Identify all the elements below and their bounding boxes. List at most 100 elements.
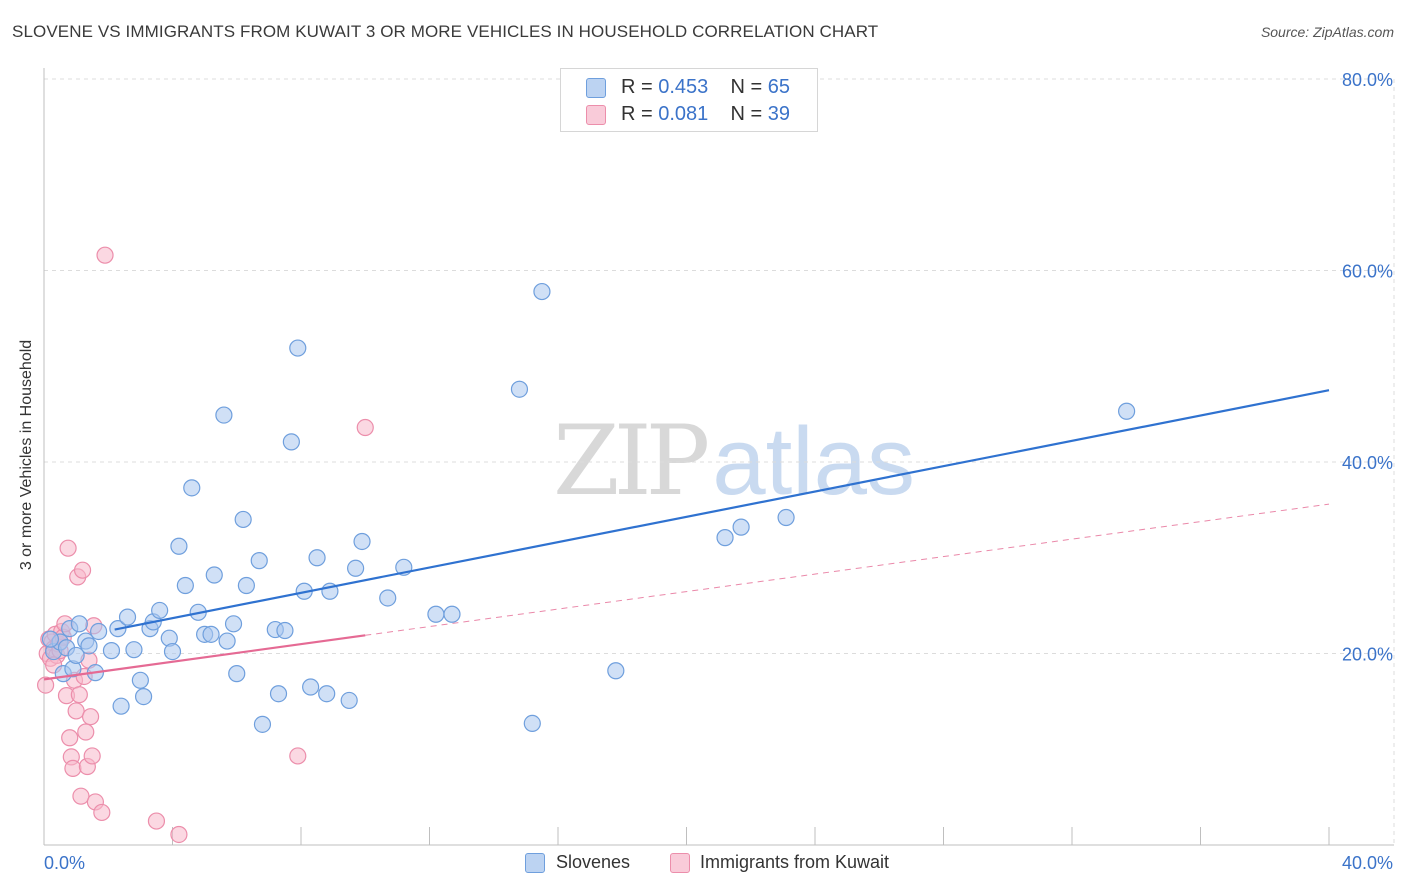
slovenes-point	[347, 559, 365, 577]
kuwait-point	[72, 787, 90, 805]
kuwait-point	[289, 747, 307, 765]
slovenes-point	[607, 662, 625, 680]
slovenes-point	[102, 642, 121, 660]
slovenes-point	[224, 615, 243, 633]
kuwait-point	[37, 676, 55, 694]
bottom-legend-slovenes: Slovenes	[525, 852, 630, 873]
slovenes-point	[379, 589, 397, 607]
legend-text-kuwait: R = 0.081 N = 39	[621, 103, 790, 126]
bottom-legend-swatch-kuwait	[670, 853, 690, 873]
watermark: ZIPatlas	[553, 405, 915, 517]
kuwait-point	[73, 561, 92, 579]
slovenes-point	[125, 641, 143, 659]
slovenes-point	[318, 685, 336, 703]
kuwait-point	[83, 747, 101, 765]
bottom-legend-swatch-slovenes	[525, 853, 545, 873]
x-tick-label: 0.0%	[44, 853, 85, 873]
kuwait-point	[61, 729, 79, 747]
legend-r-label: R =	[621, 103, 659, 125]
slovenes-point	[276, 621, 294, 640]
legend-r-label: R =	[621, 76, 659, 98]
grid-layer	[44, 78, 1395, 845]
slovenes-point	[80, 637, 98, 655]
y-tick-label: 80.0%	[1342, 70, 1393, 90]
bottom-legend-label-kuwait: Immigrants from Kuwait	[700, 852, 890, 872]
slovenes-point	[237, 576, 255, 595]
legend-swatch-slovenes	[586, 78, 606, 98]
y-tick-label: 20.0%	[1342, 645, 1393, 665]
slovenes-point	[510, 380, 529, 398]
slovenes-point	[282, 433, 300, 451]
slovenes-point	[732, 518, 750, 536]
slovenes-point	[202, 625, 220, 643]
legend-swatch-kuwait	[586, 105, 606, 125]
slovenes-point	[41, 630, 60, 648]
kuwait-point	[81, 708, 100, 726]
slovenes-point	[302, 678, 320, 696]
chart-title: SLOVENE VS IMMIGRANTS FROM KUWAIT 3 OR M…	[12, 22, 879, 41]
slovenes-point	[163, 642, 182, 661]
slovenes-point	[523, 714, 541, 732]
legend-text-slovenes: R = 0.453 N = 65	[621, 76, 790, 99]
bottom-legend-label-slovenes: Slovenes	[556, 852, 631, 872]
kuwait-point	[70, 686, 88, 704]
bottom-legend-kuwait: Immigrants from Kuwait	[670, 852, 889, 873]
slovenes-point	[183, 479, 201, 497]
slovenes-point	[218, 632, 236, 650]
slovenes-point	[134, 687, 153, 706]
y-tick-label: 40.0%	[1342, 453, 1393, 473]
slovenes-point	[250, 552, 268, 570]
kuwait-trendline	[43, 634, 366, 681]
kuwait-trendline-extension	[365, 503, 1330, 636]
legend-n-value: 39	[767, 103, 791, 125]
kuwait-point	[147, 812, 166, 830]
kuwait-points	[37, 246, 374, 844]
slovenes-point	[340, 691, 358, 710]
slovenes-point	[176, 576, 194, 595]
slovenes-point	[716, 529, 734, 547]
legend-r-value: 0.453	[658, 76, 709, 98]
slovenes-point	[253, 715, 272, 733]
slovenes-trendline	[114, 389, 1330, 631]
kuwait-point	[64, 759, 82, 778]
slovenes-point	[427, 605, 445, 623]
slovenes-point	[1118, 402, 1136, 420]
tick-labels: 20.0% 40.0% 60.0% 80.0% 0.0% 40.0%	[44, 70, 1393, 873]
slovenes-point	[90, 622, 108, 641]
watermark-zip: ZIP	[553, 405, 710, 517]
legend-n-value: 65	[767, 76, 791, 98]
kuwait-point	[67, 702, 85, 720]
kuwait-point	[59, 539, 77, 557]
slovenes-point	[170, 537, 188, 555]
kuwait-point	[96, 246, 114, 264]
slovenes-point	[151, 601, 169, 620]
slovenes-point	[228, 665, 246, 683]
slovenes-point	[205, 566, 223, 584]
kuwait-point	[77, 723, 95, 741]
slovenes-points	[41, 282, 1136, 733]
trend-layer	[43, 389, 1330, 681]
slovenes-point	[353, 532, 371, 551]
slovenes-point	[118, 608, 137, 626]
slovenes-point	[533, 282, 551, 301]
slovenes-point	[269, 685, 288, 703]
kuwait-point	[170, 825, 188, 844]
legend-n-label: N =	[730, 103, 768, 125]
slovenes-point	[308, 549, 326, 567]
slovenes-point	[443, 605, 461, 623]
axis-layer	[43, 68, 1394, 846]
legend-n-label: N =	[730, 76, 768, 98]
slovenes-point	[777, 508, 795, 527]
slovenes-point	[70, 615, 88, 633]
slovenes-point	[289, 339, 307, 357]
slovenes-point	[67, 646, 85, 665]
slovenes-point	[131, 671, 149, 689]
x-tick-label: 40.0%	[1342, 853, 1393, 873]
kuwait-point	[93, 803, 111, 822]
y-axis-label: 3 or more Vehicles in Household	[18, 339, 35, 571]
source-credit: Source: ZipAtlas.com	[1260, 24, 1394, 40]
correlation-legend: R = 0.453 N = 65 R = 0.081 N = 39	[560, 68, 818, 132]
legend-r-value: 0.081	[658, 103, 709, 125]
slovenes-point	[234, 510, 252, 529]
